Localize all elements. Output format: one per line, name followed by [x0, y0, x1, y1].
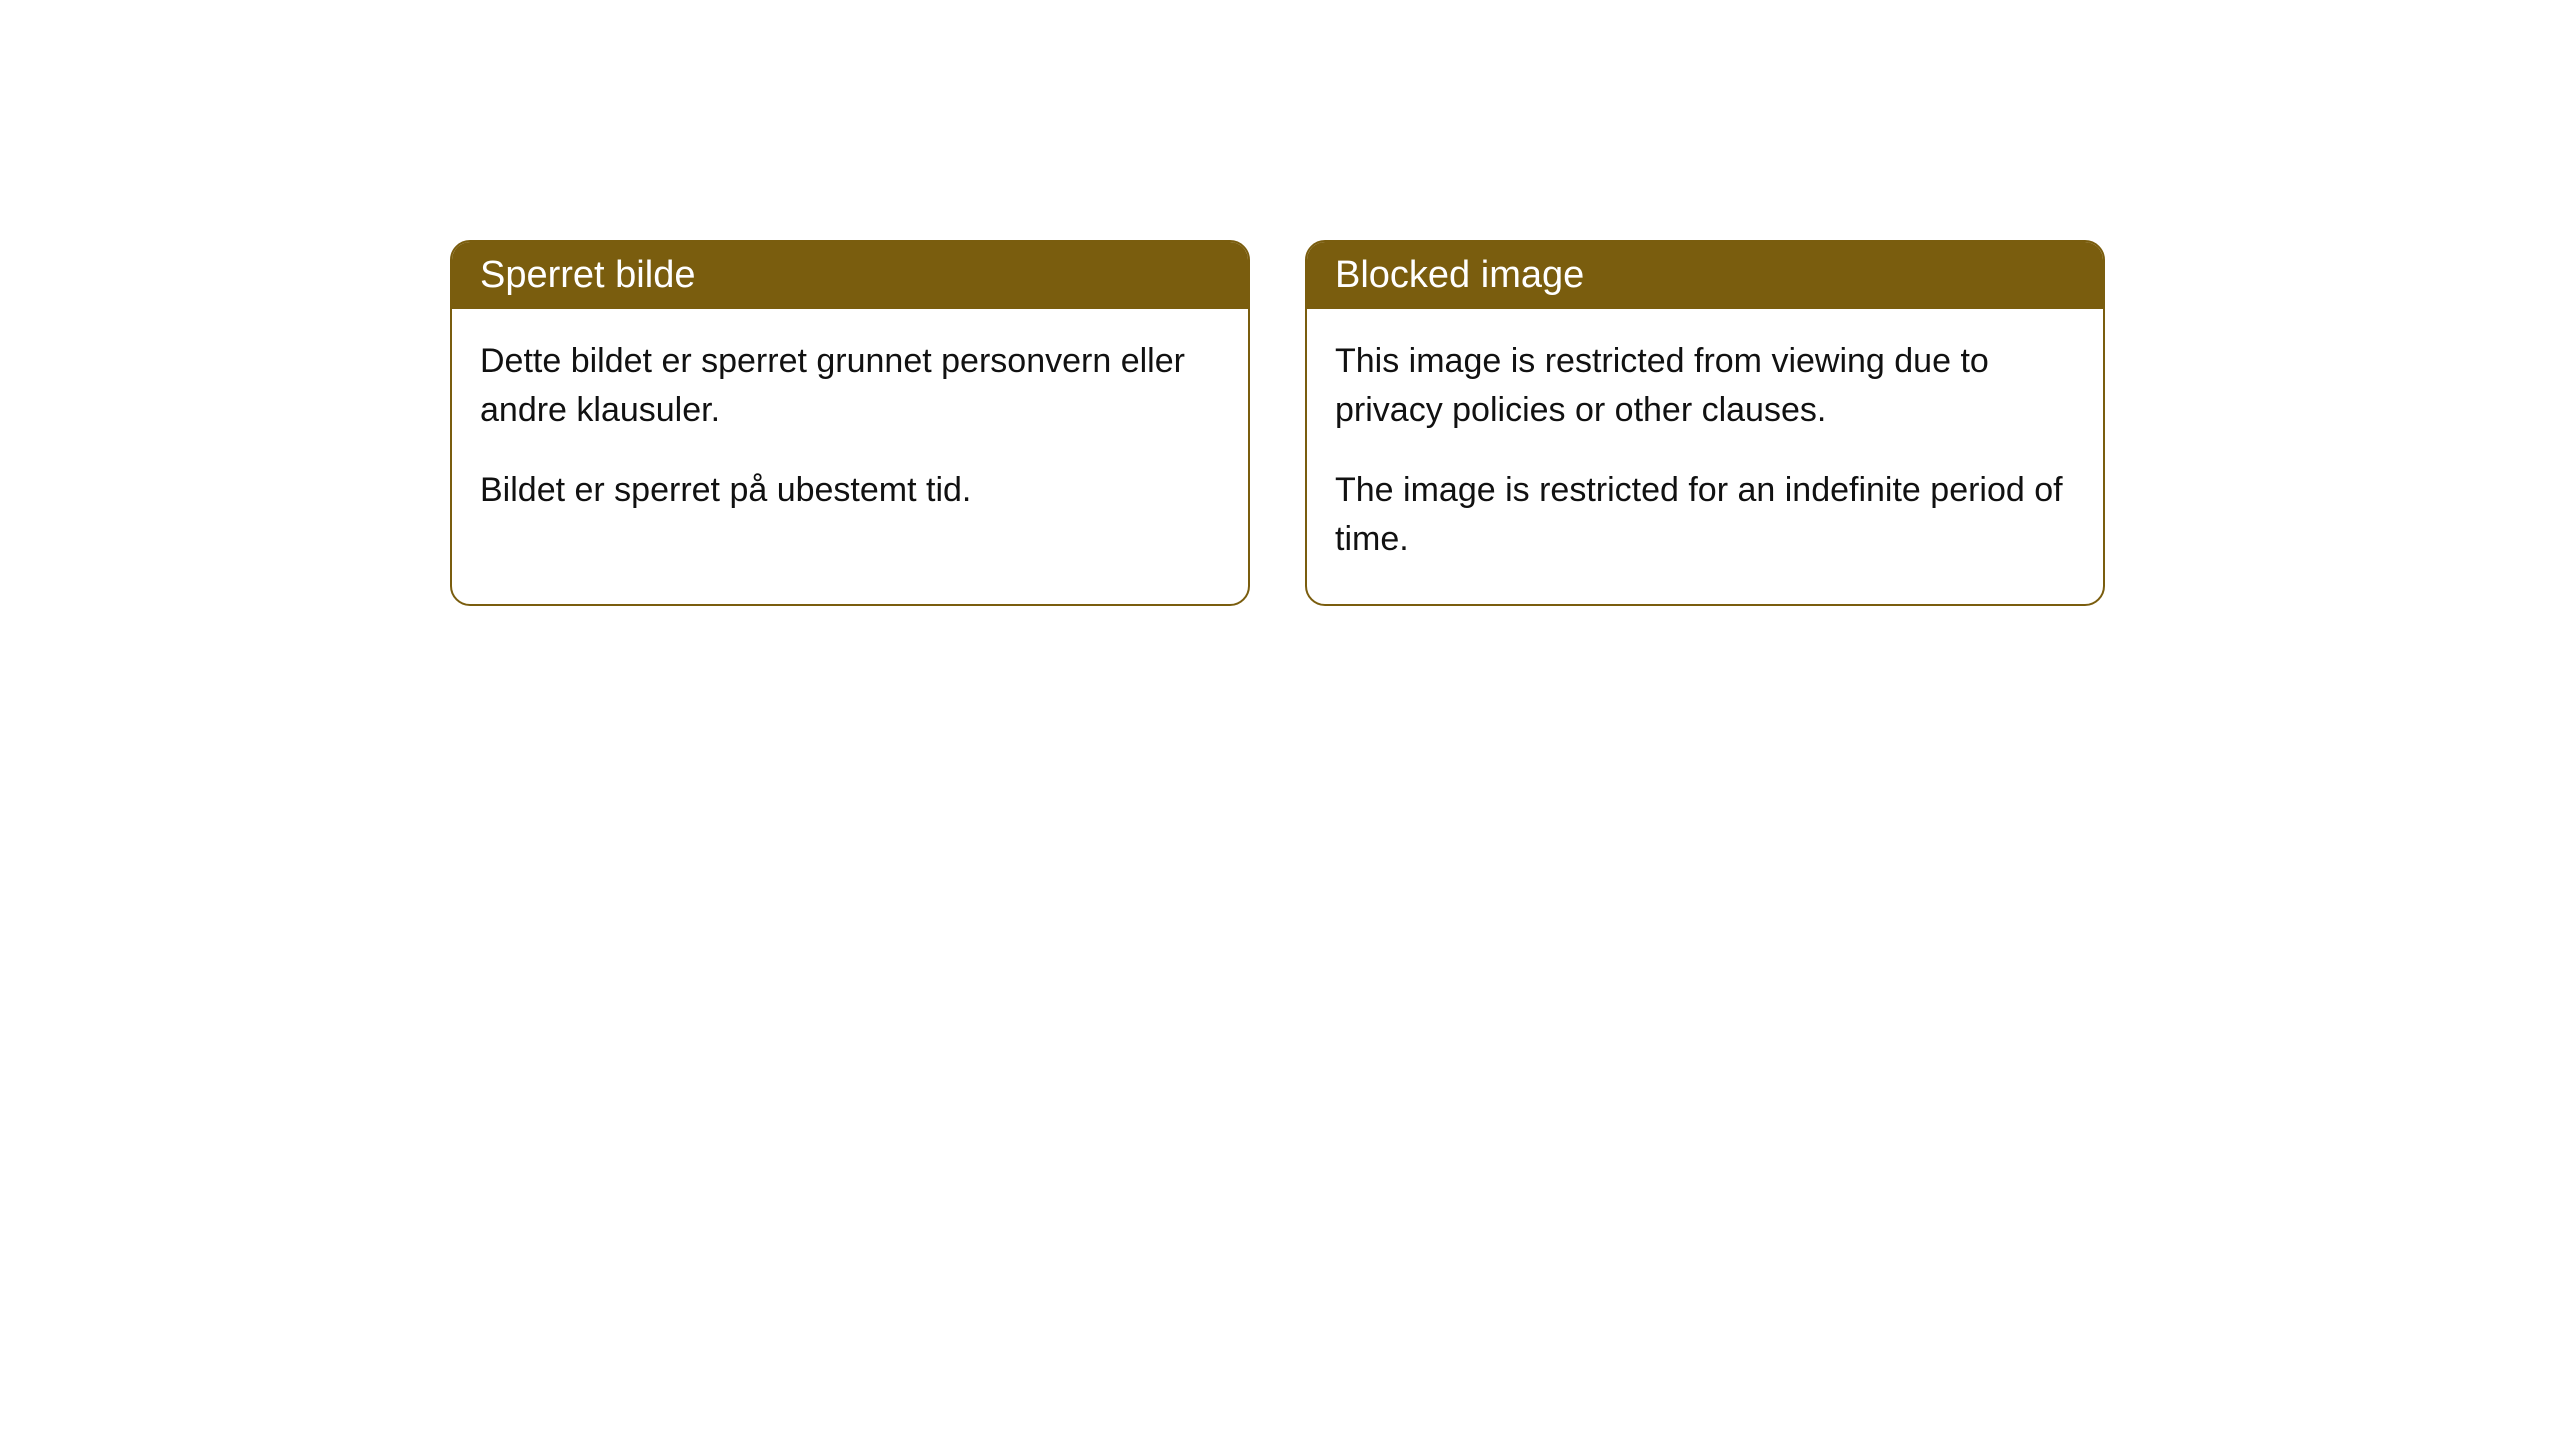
card-text-2: The image is restricted for an indefinit…: [1335, 466, 2075, 565]
card-norwegian: Sperret bilde Dette bildet er sperret gr…: [450, 240, 1250, 606]
cards-container: Sperret bilde Dette bildet er sperret gr…: [450, 240, 2105, 606]
card-body-norwegian: Dette bildet er sperret grunnet personve…: [452, 309, 1248, 555]
card-text-2: Bildet er sperret på ubestemt tid.: [480, 466, 1220, 515]
card-header-english: Blocked image: [1307, 242, 2103, 309]
card-body-english: This image is restricted from viewing du…: [1307, 309, 2103, 604]
card-text-1: This image is restricted from viewing du…: [1335, 337, 2075, 436]
card-text-1: Dette bildet er sperret grunnet personve…: [480, 337, 1220, 436]
card-english: Blocked image This image is restricted f…: [1305, 240, 2105, 606]
card-header-norwegian: Sperret bilde: [452, 242, 1248, 309]
